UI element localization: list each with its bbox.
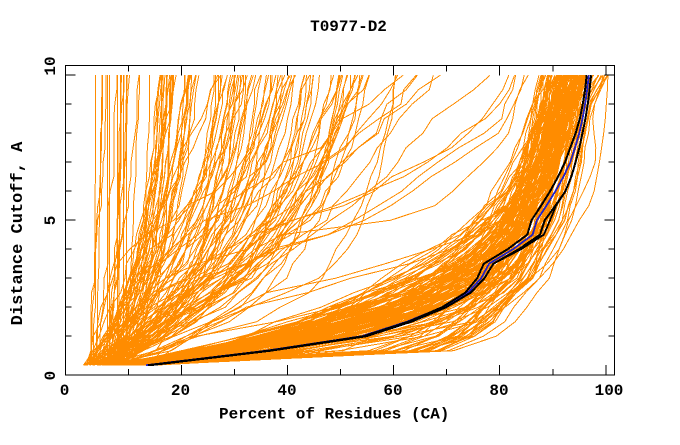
svg-text:100: 100: [595, 382, 624, 400]
svg-text:20: 20: [171, 382, 190, 400]
svg-text:80: 80: [489, 382, 508, 400]
svg-text:40: 40: [277, 382, 296, 400]
svg-text:T0977-D2: T0977-D2: [310, 18, 387, 36]
svg-text:0: 0: [42, 371, 60, 381]
svg-text:5: 5: [42, 216, 60, 226]
svg-text:10: 10: [42, 56, 60, 75]
svg-text:60: 60: [383, 382, 402, 400]
svg-text:Distance Cutoff, A: Distance Cutoff, A: [9, 141, 28, 325]
svg-text:Percent of Residues (CA): Percent of Residues (CA): [219, 406, 449, 424]
svg-text:0: 0: [60, 382, 70, 400]
